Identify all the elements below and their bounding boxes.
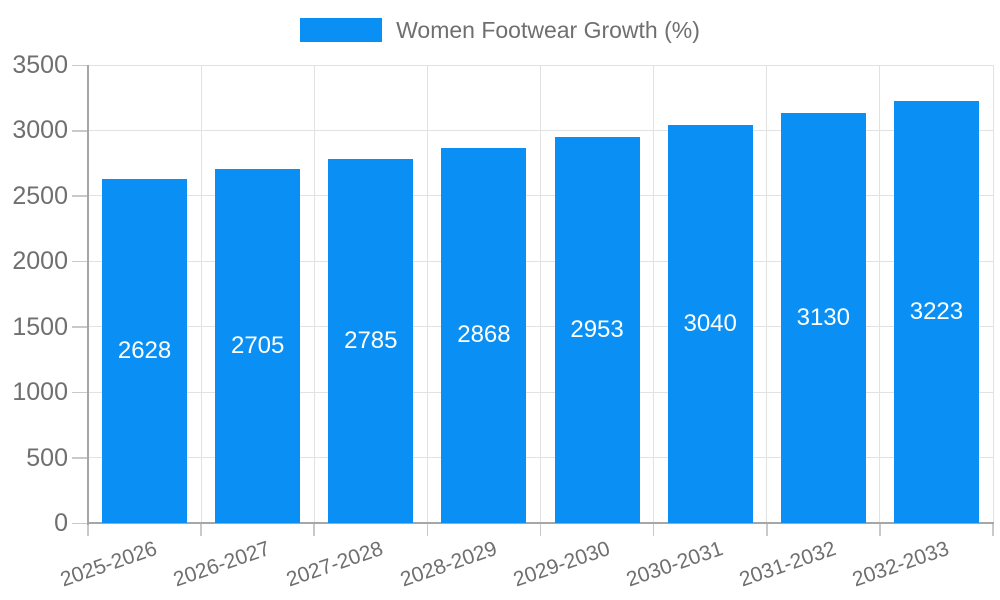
y-tick-mark bbox=[72, 260, 88, 263]
x-tick-label: 2029-2030 bbox=[510, 537, 613, 592]
bar[interactable] bbox=[893, 101, 979, 523]
y-tick-mark bbox=[72, 129, 88, 132]
legend-item[interactable]: Women Footwear Growth (%) bbox=[300, 17, 700, 43]
y-tick-label: 500 bbox=[26, 443, 68, 472]
bar-value-label: 3130 bbox=[796, 304, 850, 332]
v-gridline bbox=[426, 65, 428, 523]
bar-value-label: 2868 bbox=[457, 321, 511, 349]
bar-value-label: 2953 bbox=[570, 315, 624, 343]
bar[interactable] bbox=[102, 179, 188, 523]
y-tick-label: 2500 bbox=[12, 181, 68, 210]
v-gridline bbox=[879, 65, 881, 523]
y-tick-label: 3500 bbox=[12, 51, 68, 79]
bar-value-label: 2628 bbox=[117, 337, 172, 365]
x-tick-label: 2027-2028 bbox=[283, 537, 387, 592]
x-tick-label: 2026-2027 bbox=[170, 537, 274, 592]
bar[interactable] bbox=[441, 147, 527, 523]
x-tick-mark bbox=[539, 523, 542, 536]
y-axis-line bbox=[87, 65, 89, 525]
v-gridline bbox=[200, 65, 202, 523]
bar[interactable] bbox=[780, 113, 866, 523]
y-tick-mark bbox=[72, 64, 88, 67]
v-gridline bbox=[653, 65, 655, 523]
x-tick-mark bbox=[200, 523, 202, 536]
bar-value-label: 2705 bbox=[230, 332, 285, 360]
x-axis-line bbox=[87, 522, 994, 524]
x-tick-mark bbox=[87, 523, 89, 536]
y-tick-mark bbox=[72, 391, 88, 394]
bar[interactable] bbox=[667, 125, 753, 523]
x-tick-label: 2032-2033 bbox=[849, 537, 952, 592]
v-gridline bbox=[766, 65, 768, 523]
y-tick-mark bbox=[72, 326, 88, 328]
v-gridline bbox=[992, 65, 994, 523]
x-tick-label: 2025-2026 bbox=[57, 537, 161, 592]
bar-value-label: 2785 bbox=[344, 326, 398, 354]
y-tick-label: 3000 bbox=[12, 116, 68, 145]
y-tick-mark bbox=[72, 522, 88, 525]
bar-value-label: 3223 bbox=[909, 298, 964, 326]
x-tick-label: 2031-2032 bbox=[736, 537, 839, 592]
chart-legend: Women Footwear Growth (%) bbox=[0, 17, 1000, 43]
legend-label: Women Footwear Growth (%) bbox=[396, 17, 700, 43]
y-tick-label: 2000 bbox=[12, 247, 68, 276]
bar[interactable] bbox=[328, 158, 414, 523]
x-tick-label: 2028-2029 bbox=[396, 537, 500, 592]
y-tick-label: 1500 bbox=[12, 312, 68, 341]
x-tick-mark bbox=[313, 523, 316, 536]
x-tick-label: 2030-2031 bbox=[623, 537, 726, 592]
x-tick-mark bbox=[652, 523, 655, 536]
x-tick-mark bbox=[992, 523, 994, 536]
x-tick-mark bbox=[879, 523, 881, 536]
bar-value-label: 3040 bbox=[683, 310, 737, 338]
x-tick-mark bbox=[426, 523, 429, 536]
legend-swatch bbox=[300, 18, 383, 42]
x-tick-mark bbox=[765, 523, 768, 536]
bar[interactable] bbox=[215, 169, 301, 523]
y-tick-label: 1000 bbox=[12, 378, 68, 407]
y-tick-mark bbox=[72, 195, 88, 197]
y-tick-label: 0 bbox=[54, 509, 68, 537]
bar[interactable] bbox=[554, 136, 640, 523]
y-tick-mark bbox=[72, 457, 88, 459]
v-gridline bbox=[313, 65, 315, 523]
v-gridline bbox=[540, 65, 541, 523]
